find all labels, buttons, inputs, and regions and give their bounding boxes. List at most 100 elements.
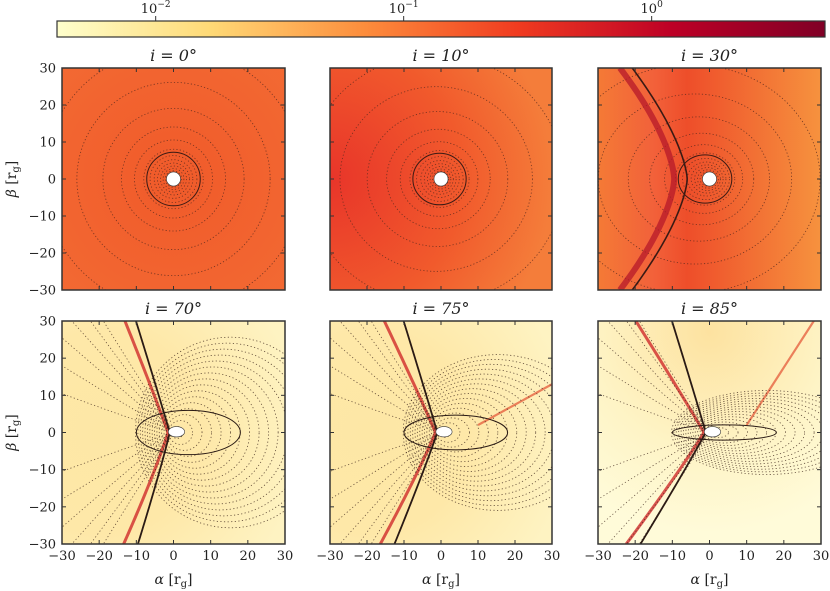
colorbar-tick-label: 10−2: [141, 0, 171, 17]
contour-line: [330, 337, 442, 433]
contour-line: [424, 397, 508, 468]
caustic-curve: [382, 321, 437, 434]
contour-line: [71, 321, 174, 433]
ytick-label: 0: [48, 173, 56, 188]
contour-line: [402, 354, 552, 511]
shadow: [433, 171, 449, 187]
contour-line: [673, 392, 821, 473]
contour-line: [598, 432, 710, 528]
xtick-label: −30: [48, 549, 75, 564]
contour-line: [62, 432, 174, 472]
contour-line: [690, 164, 724, 194]
contour-line: [701, 424, 739, 441]
contour-line: [144, 360, 285, 505]
contour-line: [62, 365, 174, 433]
contour-line: [161, 402, 222, 463]
contour-line: [62, 432, 174, 528]
contour-line: [156, 390, 241, 475]
contour-line: [164, 170, 183, 188]
contour-line: [71, 432, 174, 544]
xtick-label: 10: [202, 549, 219, 564]
contour-line: [62, 432, 174, 500]
panel-image: [62, 68, 285, 290]
panel-10: i = 10°: [329, 46, 553, 291]
panel-image: [330, 68, 552, 290]
x-axis-label: α [rg]: [691, 572, 729, 590]
xtick-label: −20: [353, 549, 380, 564]
contour-solid: [403, 414, 509, 451]
xtick-label: 0: [169, 549, 177, 564]
xtick-label: 30: [813, 549, 830, 564]
panel-image: [330, 321, 552, 544]
contour-line: [598, 432, 710, 472]
critical-curve: [639, 432, 707, 544]
ytick-label: −20: [29, 500, 56, 515]
contour-line: [62, 337, 174, 433]
contour-line: [165, 414, 203, 451]
contour-solid: [146, 151, 201, 207]
contour-solid: [671, 424, 777, 441]
contour-solid: [135, 409, 241, 456]
ytick-label: −10: [29, 210, 56, 225]
xtick-label: −10: [123, 549, 150, 564]
ytick-label: 10: [39, 389, 56, 404]
shadow: [435, 426, 453, 438]
contour-line: [697, 418, 758, 447]
contour-line: [157, 162, 190, 196]
contour-line: [149, 372, 270, 493]
colorbar-ticks: 10−2 10−1 100: [141, 0, 663, 21]
contour-line: [134, 139, 213, 219]
shadow: [703, 426, 721, 438]
xtick-label: −20: [621, 549, 648, 564]
critical-curve: [631, 68, 689, 290]
xtick-label: 20: [240, 549, 257, 564]
contour-line: [427, 166, 454, 192]
contour-line: [598, 365, 710, 433]
ytick-label: 30: [39, 62, 56, 77]
contour-line: [682, 403, 815, 462]
contour-line: [158, 396, 231, 469]
panel-image: [598, 68, 821, 290]
contour-line: [416, 156, 464, 202]
panel-75: i = 75° −30 −20 −10 0 10 20 30 α [rg]: [316, 299, 560, 590]
contour-line: [146, 366, 279, 499]
ytick-label: 0: [48, 426, 56, 441]
xtick-label: 10: [738, 549, 755, 564]
xtick-label: −30: [584, 549, 611, 564]
contour-line: [102, 321, 174, 433]
contour-line: [386, 128, 491, 230]
critical-curve: [393, 432, 439, 544]
contour-line: [62, 393, 174, 433]
panel-30: i = 30°: [597, 46, 822, 291]
contour-line: [409, 150, 470, 208]
contour-line: [598, 93, 793, 265]
panel-title: i = 10°: [412, 46, 469, 65]
contour-line: [607, 321, 710, 433]
contour-line: [692, 413, 777, 452]
y-axis-label: β [rg]: [4, 414, 22, 452]
contour-line: [416, 383, 537, 482]
ytick-label: 20: [39, 99, 56, 114]
contour-line: [433, 417, 470, 448]
contour-line: [339, 321, 442, 433]
contour-line: [664, 144, 744, 214]
contour-solid: [412, 152, 467, 206]
contour-line: [121, 126, 226, 232]
contour-line: [330, 432, 442, 472]
contour-line: [160, 165, 187, 193]
critical-curve: [671, 321, 707, 433]
contour-line: [686, 161, 727, 197]
colorbar-tick-label: 100: [641, 0, 664, 17]
xtick-label: 30: [277, 549, 294, 564]
xtick-label: −20: [85, 549, 112, 564]
caustic-curve: [477, 383, 552, 427]
contour-line: [674, 152, 736, 206]
y-axis-label: β [rg]: [4, 161, 22, 199]
x-axis-label: α [rg]: [422, 572, 460, 590]
contour-line: [598, 337, 710, 433]
caustic-curve: [634, 321, 706, 434]
panel-70: i = 70° 30 20 10 0 −10 −20 −30−30 −20 −10 0 10 20 30 α…: [4, 299, 294, 590]
shadow: [702, 171, 717, 187]
panel-image: [62, 321, 285, 544]
